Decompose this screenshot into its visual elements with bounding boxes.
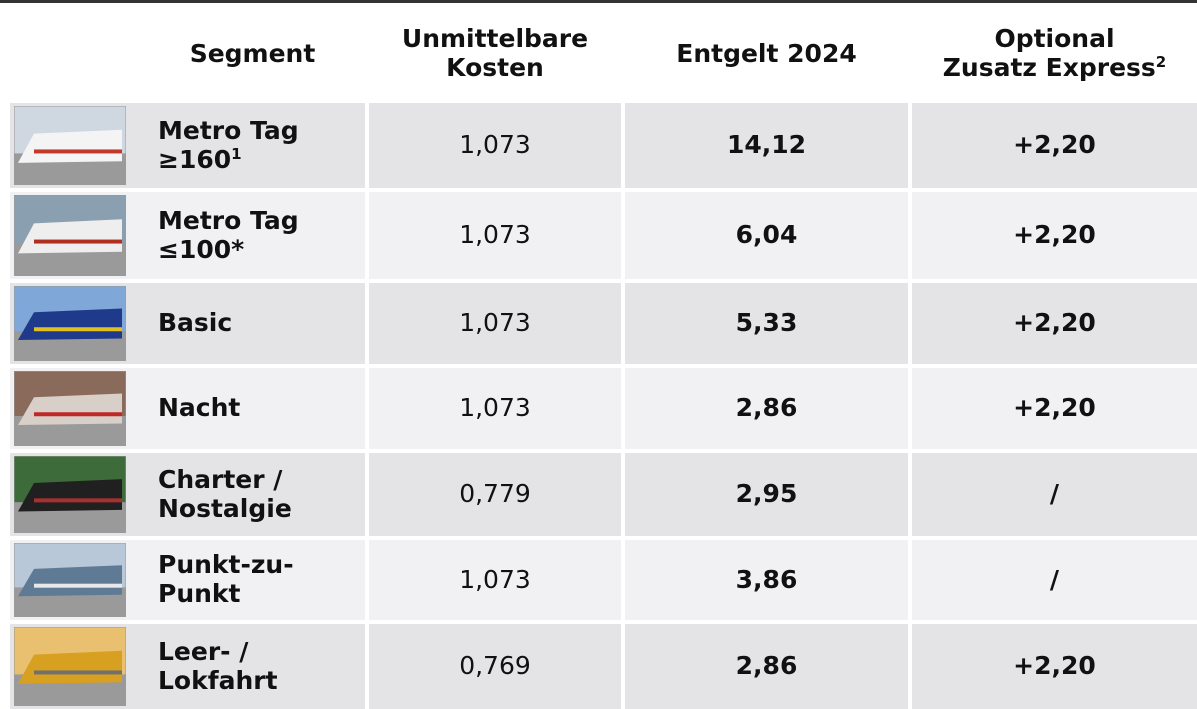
cell-text: Entgelt 2024 <box>676 40 856 69</box>
text: Basic <box>158 308 232 337</box>
cell-text: Punkt-zu-Punkt <box>158 551 294 609</box>
train-photo <box>14 286 126 361</box>
text: Charter / <box>158 465 282 494</box>
entgelt-cell: 2,95 <box>625 453 908 536</box>
text-line: ≥1601 <box>158 146 299 175</box>
express-cell: +2,20 <box>912 368 1197 449</box>
train-photo <box>14 543 126 617</box>
text-line: Punkt <box>158 580 294 609</box>
text-line: Nacht <box>158 394 240 423</box>
train-photo <box>14 456 126 533</box>
segment-cell: Metro Tag≥1601 <box>140 103 365 188</box>
footnote-mark: 1 <box>231 145 241 163</box>
text-line: Kosten <box>402 54 588 83</box>
entgelt-cell: 2,86 <box>625 624 908 709</box>
text: Punkt <box>158 579 241 608</box>
segment-cell: Punkt-zu-Punkt <box>140 540 365 620</box>
segment-cell: Nacht <box>140 368 365 449</box>
train-photo <box>14 106 126 185</box>
express-cell: / <box>912 540 1197 620</box>
text-line: Metro Tag <box>158 207 299 236</box>
kosten-cell: 1,073 <box>369 283 621 364</box>
text-line: Unmittelbare <box>402 25 588 54</box>
text-line: Charter / <box>158 466 292 495</box>
text: Nacht <box>158 393 240 422</box>
text-line: Entgelt 2024 <box>676 40 856 69</box>
express-cell: / <box>912 453 1197 536</box>
text-line: Punkt-zu- <box>158 551 294 580</box>
express-cell: +2,20 <box>912 192 1197 279</box>
cell-text: Charter /Nostalgie <box>158 466 292 524</box>
text: Leer- / <box>158 637 248 666</box>
kosten-cell: 1,073 <box>369 368 621 449</box>
text: Lokfahrt <box>158 666 278 695</box>
text-line: Leer- / <box>158 638 278 667</box>
kosten-cell: 0,779 <box>369 453 621 536</box>
cell-text: Nacht <box>158 394 240 423</box>
segment-cell: Leer- /Lokfahrt <box>140 624 365 709</box>
express-cell: +2,20 <box>912 624 1197 709</box>
train-photo <box>14 627 126 706</box>
text: Unmittelbare <box>402 24 588 53</box>
segment-cell: Metro Tag≤100* <box>140 192 365 279</box>
top-rule <box>0 0 1197 3</box>
text-line: Zusatz Express2 <box>943 54 1166 83</box>
text: ≤100* <box>158 235 244 264</box>
text-line: Lokfahrt <box>158 667 278 696</box>
train-photo <box>14 371 126 446</box>
cell-text: Leer- /Lokfahrt <box>158 638 278 696</box>
train-photo <box>14 195 126 276</box>
text: Entgelt 2024 <box>676 39 856 68</box>
segment-cell: Basic <box>140 283 365 364</box>
text: Metro Tag <box>158 206 299 235</box>
cell-text: Metro Tag≥1601 <box>158 117 299 175</box>
slide-table: Segment UnmittelbareKosten Entgelt 2024 Opt… <box>0 0 1197 709</box>
kosten-cell: 1,073 <box>369 540 621 620</box>
text: Segment <box>190 39 316 68</box>
kosten-cell: 1,073 <box>369 103 621 188</box>
text-line: Nostalgie <box>158 495 292 524</box>
text-line: Segment <box>190 40 316 69</box>
text-line: ≤100* <box>158 236 299 265</box>
text: ≥160 <box>158 145 231 174</box>
cell-text: Metro Tag≤100* <box>158 207 299 265</box>
segment-cell: Charter /Nostalgie <box>140 453 365 536</box>
text: Zusatz Express <box>943 53 1156 82</box>
text: Punkt-zu- <box>158 550 294 579</box>
kosten-cell: 1,073 <box>369 192 621 279</box>
text: Kosten <box>446 53 544 82</box>
text: Nostalgie <box>158 494 292 523</box>
header-cell: Segment <box>140 8 365 100</box>
entgelt-cell: 5,33 <box>625 283 908 364</box>
entgelt-cell: 14,12 <box>625 103 908 188</box>
text-line: Optional <box>943 25 1166 54</box>
footnote-mark: 2 <box>1156 53 1166 71</box>
entgelt-cell: 2,86 <box>625 368 908 449</box>
cell-text: Segment <box>190 40 316 69</box>
entgelt-cell: 6,04 <box>625 192 908 279</box>
text: Metro Tag <box>158 116 299 145</box>
text-line: Metro Tag <box>158 117 299 146</box>
header-cell: Entgelt 2024 <box>625 8 908 100</box>
text-line: Basic <box>158 309 232 338</box>
express-cell: +2,20 <box>912 103 1197 188</box>
cell-text: Basic <box>158 309 232 338</box>
express-cell: +2,20 <box>912 283 1197 364</box>
kosten-cell: 0,769 <box>369 624 621 709</box>
text: Optional <box>994 24 1114 53</box>
entgelt-cell: 3,86 <box>625 540 908 620</box>
